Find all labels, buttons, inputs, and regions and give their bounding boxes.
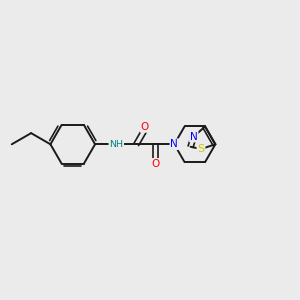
Text: N: N <box>170 139 178 149</box>
Text: N: N <box>190 132 198 142</box>
Text: O: O <box>151 159 159 169</box>
Text: NH: NH <box>109 140 123 149</box>
Text: O: O <box>141 122 149 132</box>
Text: S: S <box>197 144 205 154</box>
